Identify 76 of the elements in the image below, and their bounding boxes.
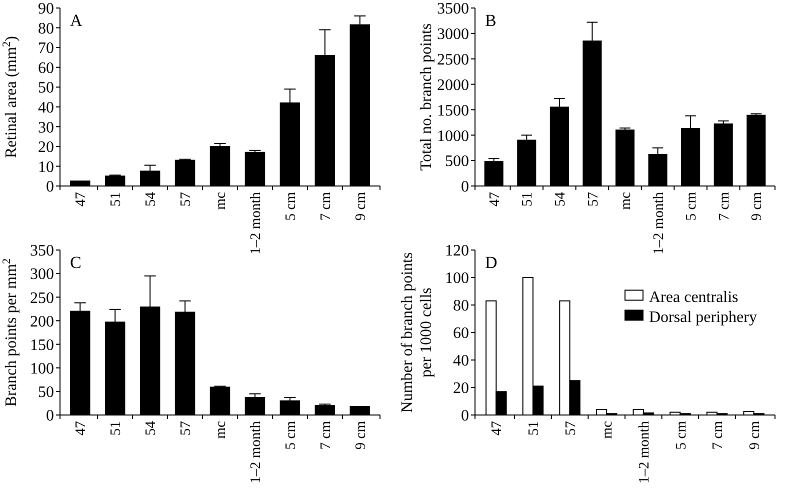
x-tick-label: 9 cm xyxy=(352,420,369,450)
chart-title: C xyxy=(70,253,82,272)
x-tick-label: 5 cm xyxy=(283,420,300,450)
x-tick-label: 51 xyxy=(108,421,124,436)
y-tick-label: 3500 xyxy=(437,0,469,18)
y-tick-label: 50 xyxy=(38,80,54,97)
x-tick-label: 47 xyxy=(73,421,90,436)
y-tick-label: 120 xyxy=(445,242,469,260)
y-tick-label: 70 xyxy=(38,40,54,58)
x-tick-label: 7 cm xyxy=(318,191,334,221)
y-tick-label: 150 xyxy=(30,336,54,354)
x-tick-label: 5 cm xyxy=(684,191,700,221)
y-tick-label: 200 xyxy=(30,313,54,330)
x-tick-label: 47 xyxy=(73,192,90,206)
x-tick-label: 57 xyxy=(178,192,194,206)
x-tick-label: 9 cm xyxy=(746,420,763,450)
x-tick-label: 57 xyxy=(178,421,194,436)
y-tick-label: 10 xyxy=(38,158,54,176)
y-tick-label: 20 xyxy=(453,380,469,398)
y-tick-label: 30 xyxy=(38,119,54,136)
x-tick-label: 54 xyxy=(143,420,160,436)
y-tick-label: 2500 xyxy=(437,51,469,68)
x-tick-label: 9 cm xyxy=(749,191,766,221)
x-tick-label: 9 cm xyxy=(352,191,369,221)
y-axis-title: Number of branch points per 1000 cells xyxy=(399,252,435,413)
x-tick-label: 47 xyxy=(486,192,503,206)
x-tick-label: mc xyxy=(600,421,616,439)
y-tick-label: 350 xyxy=(30,242,54,260)
y-tick-label: 100 xyxy=(445,270,469,288)
x-tick-label: 1–2 month xyxy=(248,420,264,484)
x-tick-label: 47 xyxy=(489,421,506,436)
x-tick-label: 1–2 month xyxy=(248,191,264,254)
y-axis-title: Total no. branch points xyxy=(418,23,435,171)
y-tick-label: 0 xyxy=(461,408,469,425)
y-tick-label: 1000 xyxy=(437,128,469,145)
x-tick-label: 5 cm xyxy=(283,191,300,221)
x-tick-label: 54 xyxy=(552,191,568,206)
y-tick-label: 60 xyxy=(38,60,54,77)
legend-label: Area centralis xyxy=(649,288,738,306)
y-tick-label: 0 xyxy=(46,178,54,196)
chart-title: A xyxy=(70,11,83,30)
x-tick-label: mc xyxy=(213,421,230,439)
y-tick-label: 0 xyxy=(46,408,54,425)
x-tick-label: 5 cm xyxy=(673,420,690,450)
x-tick-label: 51 xyxy=(108,192,124,206)
x-tick-label: 1–2 month xyxy=(650,191,667,254)
y-tick-label: 80 xyxy=(453,298,469,315)
y-tick-label: 40 xyxy=(453,352,469,370)
y-tick-label: 3000 xyxy=(437,26,469,44)
y-tick-label: 250 xyxy=(30,290,54,307)
y-tick-label: 80 xyxy=(38,20,54,38)
y-tick-label: 0 xyxy=(461,178,469,196)
x-tick-label: 1–2 month xyxy=(636,420,652,484)
legend-label: Dorsal periphery xyxy=(649,308,757,326)
x-tick-label: 7 cm xyxy=(710,420,726,450)
x-tick-label: 7 cm xyxy=(716,191,732,221)
chart-title: B xyxy=(485,11,496,30)
y-tick-label: 20 xyxy=(38,139,54,156)
y-tick-label: 500 xyxy=(445,153,469,170)
x-tick-label: mc xyxy=(618,192,634,210)
x-tick-label: 54 xyxy=(143,191,160,206)
x-tick-label: mc xyxy=(213,192,230,210)
x-tick-label: 51 xyxy=(526,421,542,436)
x-tick-label: 57 xyxy=(562,421,579,436)
y-tick-label: 1500 xyxy=(437,102,469,120)
x-tick-label: 51 xyxy=(520,192,536,206)
chart-title: D xyxy=(485,253,498,272)
y-tick-label: 50 xyxy=(38,384,54,402)
x-tick-label: 7 cm xyxy=(318,420,334,450)
y-tick-label: 40 xyxy=(38,99,54,116)
y-tick-label: 60 xyxy=(453,325,469,342)
x-tick-label: 57 xyxy=(585,192,602,206)
y-tick-label: 100 xyxy=(30,360,54,378)
y-tick-label: 300 xyxy=(30,266,54,284)
y-tick-label: 2000 xyxy=(437,76,469,94)
y-tick-label: 90 xyxy=(38,0,54,18)
